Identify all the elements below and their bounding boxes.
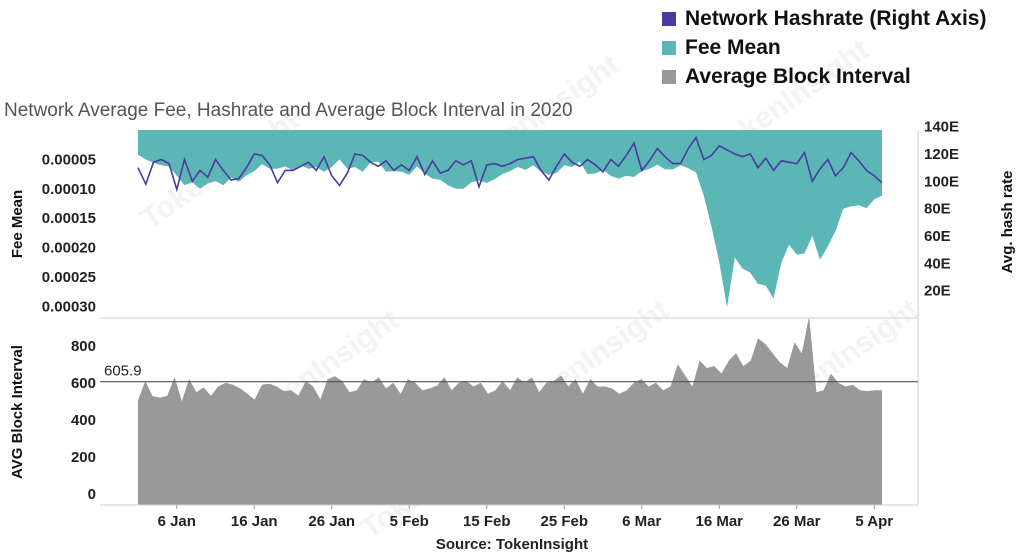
chart-title: Network Average Fee, Hashrate and Averag… — [4, 100, 573, 121]
hashrate-y-tick-label: 140E — [924, 119, 959, 136]
hashrate-y-axis-title: Avg. hash rate — [999, 171, 1016, 274]
block-y-tick-label: 400 — [71, 412, 96, 429]
block-y-tick-label: 200 — [71, 449, 96, 466]
x-tick-label: 25 Feb — [540, 513, 588, 530]
block-interval-area — [138, 316, 882, 505]
legend-label-hashrate: Network Hashrate (Right Axis) — [685, 6, 987, 30]
hashrate-y-tick-label: 80E — [924, 201, 951, 218]
x-tick-label: 6 Mar — [622, 513, 661, 530]
fee-y-axis-title: Fee Mean — [9, 190, 26, 258]
x-tick-label: 16 Jan — [231, 513, 278, 530]
x-tick-label: 5 Apr — [855, 513, 893, 530]
block-y-axis-title: AVG Block Interval — [9, 345, 26, 479]
x-tick-label: 26 Mar — [773, 513, 821, 530]
legend-label-block-interval: Average Block Interval — [685, 64, 911, 88]
reference-line-group: 605.9 — [100, 363, 918, 383]
legend-swatch-block-interval — [662, 69, 676, 84]
block-y-tick-label: 800 — [71, 338, 96, 355]
legend-item-fee-mean[interactable]: Fee Mean — [662, 33, 986, 62]
fee-mean-panel — [138, 130, 882, 308]
x-tick-label: 16 Mar — [695, 513, 743, 530]
hashrate-line — [137, 135, 883, 193]
legend-swatch-fee-mean — [662, 40, 676, 55]
axes: 0.00005 0.00010 0.00015 0.00020 0.00025 0.000… — [9, 119, 1016, 530]
fee-mean-area — [138, 130, 882, 308]
fee-y-tick-label: 0.00030 — [42, 298, 96, 315]
legend-label-fee-mean: Fee Mean — [685, 35, 781, 59]
hashrate-y-tick-label: 100E — [924, 173, 959, 190]
x-tick-label: 5 Feb — [390, 513, 429, 530]
fee-y-tick-label: 0.00025 — [42, 269, 96, 286]
fee-y-tick-label: 0.00010 — [42, 181, 96, 198]
source-label: Source: TokenInsight — [436, 536, 588, 553]
hashrate-y-tick-label: 60E — [924, 228, 951, 245]
x-tick-label: 6 Jan — [158, 513, 196, 530]
fee-y-tick-label: 0.00015 — [42, 210, 96, 227]
x-tick-label: 26 Jan — [308, 513, 355, 530]
hashrate-y-tick-label: 40E — [924, 255, 951, 272]
legend: Network Hashrate (Right Axis) Fee Mean A… — [662, 4, 986, 91]
block-y-tick-label: 600 — [71, 375, 96, 392]
legend-swatch-hashrate — [662, 11, 676, 26]
chart-frame — [100, 130, 919, 506]
fee-y-tick-label: 0.00005 — [42, 151, 96, 168]
x-tick-label: 15 Feb — [463, 513, 511, 530]
fee-y-tick-label: 0.00020 — [42, 240, 96, 257]
block-interval-panel — [138, 316, 882, 505]
legend-item-block-interval[interactable]: Average Block Interval — [662, 62, 986, 91]
hashrate-y-tick-label: 20E — [924, 283, 951, 300]
block-y-tick-label: 0 — [88, 486, 96, 503]
hashrate-series — [137, 135, 883, 193]
reference-line-label: 605.9 — [104, 363, 142, 380]
legend-item-hashrate[interactable]: Network Hashrate (Right Axis) — [662, 4, 986, 33]
hashrate-y-tick-label: 120E — [924, 146, 959, 163]
